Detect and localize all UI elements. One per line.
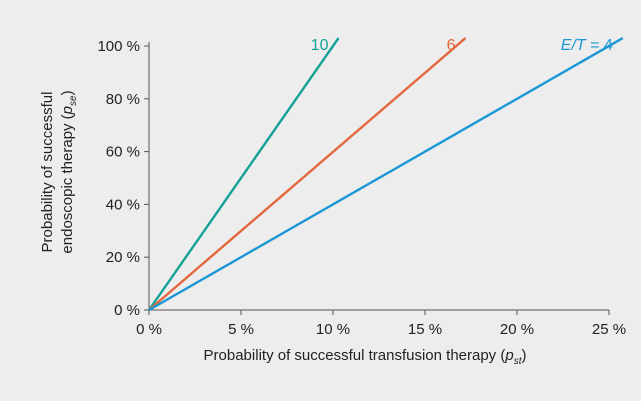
y-tick-label: 60 % <box>106 144 140 161</box>
series-line <box>148 37 467 311</box>
x-ticks: 0 % 5 % 10 % 15 % 20 % 25 % <box>136 310 626 338</box>
x-tick-label: 25 % <box>592 321 626 338</box>
series-label: E/T = 4 <box>561 37 613 54</box>
x-tick-label: 5 % <box>228 321 254 338</box>
series-line <box>148 37 340 311</box>
series-line <box>148 37 624 312</box>
series-labels: 10 6 E/T = 4 <box>311 37 613 54</box>
y-tick-label: 0 % <box>114 302 140 319</box>
y-axis-title-line2: endoscopic therapy (pse) <box>59 90 79 253</box>
x-tick-label: 10 % <box>316 321 350 338</box>
axes <box>148 42 609 311</box>
y-tick-label: 40 % <box>106 196 140 213</box>
series-lines <box>148 37 624 312</box>
y-tick-label: 80 % <box>106 91 140 108</box>
y-ticks: 0 % 20 % 40 % 60 % 80 % 100 % <box>97 38 149 319</box>
x-tick-label: 15 % <box>408 321 442 338</box>
series-label: 10 <box>311 37 329 54</box>
x-axis-title: Probability of successful transfusion th… <box>204 347 527 367</box>
series-label: 6 <box>447 37 456 54</box>
x-tick-label: 20 % <box>500 321 534 338</box>
x-tick-label: 0 % <box>136 321 162 338</box>
y-tick-label: 100 % <box>97 38 140 55</box>
y-tick-label: 20 % <box>106 249 140 266</box>
y-axis-title-line1: Probability of successful <box>39 92 56 253</box>
